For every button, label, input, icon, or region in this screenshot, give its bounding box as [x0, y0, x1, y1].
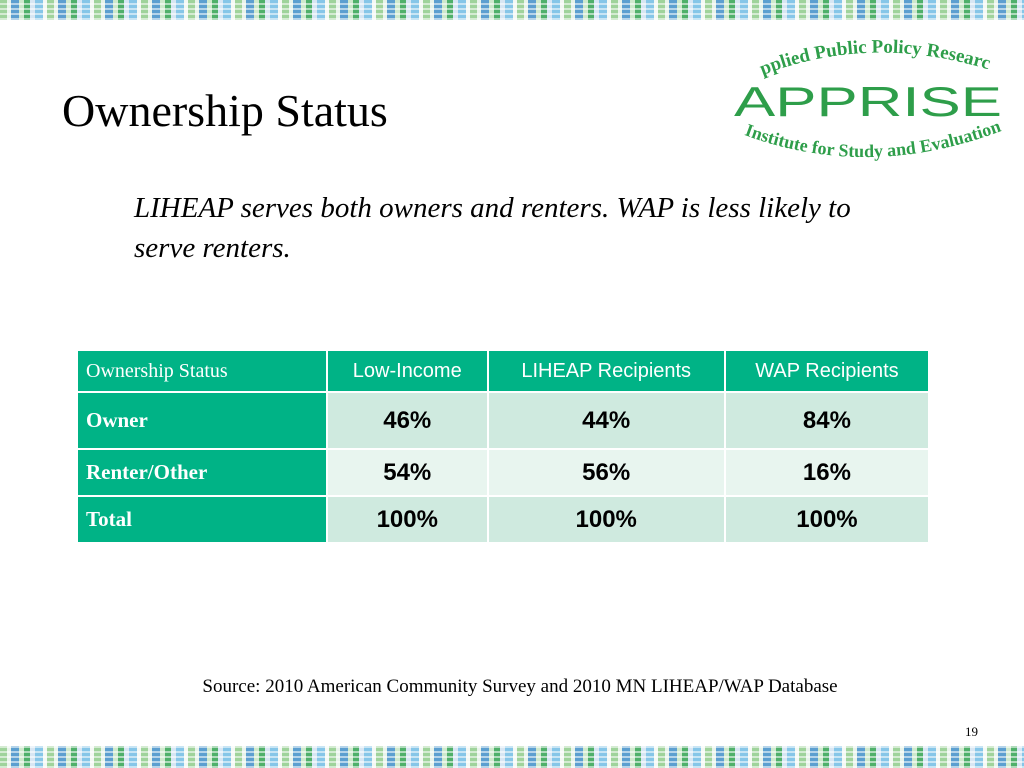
table-row: Owner 46% 44% 84%: [76, 391, 931, 450]
top-decorative-band: [0, 0, 1024, 20]
table-cell: 84%: [723, 391, 931, 450]
table-cell: 44%: [486, 391, 726, 450]
row-label: Renter/Other: [76, 448, 328, 497]
apprise-logo: Applied Public Policy Research APPRISE I…: [728, 32, 1003, 161]
page-title: Ownership Status: [62, 85, 388, 136]
table-header-row: Ownership Status Low-Income LIHEAP Recip…: [76, 349, 931, 393]
table-cell: 100%: [326, 495, 489, 544]
column-header: WAP Recipients: [723, 349, 931, 393]
source-note: Source: 2010 American Community Survey a…: [202, 676, 838, 697]
table-cell: 100%: [486, 495, 726, 544]
table-cell: 46%: [326, 391, 489, 450]
bottom-decorative-band: [0, 746, 1024, 768]
table-cell: 54%: [326, 448, 489, 497]
column-header: Low-Income: [326, 349, 489, 393]
logo-top-text: Applied Public Policy Research: [728, 32, 993, 80]
table-cell: 100%: [723, 495, 931, 544]
table-row: Renter/Other 54% 56% 16%: [76, 448, 931, 497]
table-row: Total 100% 100% 100%: [76, 495, 931, 544]
ownership-table: Ownership Status Low-Income LIHEAP Recip…: [76, 349, 931, 544]
row-label: Total: [76, 495, 328, 544]
table-cell: 56%: [486, 448, 726, 497]
row-label: Owner: [76, 391, 328, 450]
logo-name: APPRISE: [734, 78, 1002, 125]
slide-subtitle: LIHEAP serves both owners and renters. W…: [134, 192, 851, 264]
column-header: Ownership Status: [76, 349, 328, 393]
table-cell: 16%: [723, 448, 931, 497]
column-header: LIHEAP Recipients: [486, 349, 726, 393]
svg-text:Applied Public Policy Research: Applied Public Policy Research: [728, 32, 993, 80]
page-number: 19: [965, 724, 978, 739]
